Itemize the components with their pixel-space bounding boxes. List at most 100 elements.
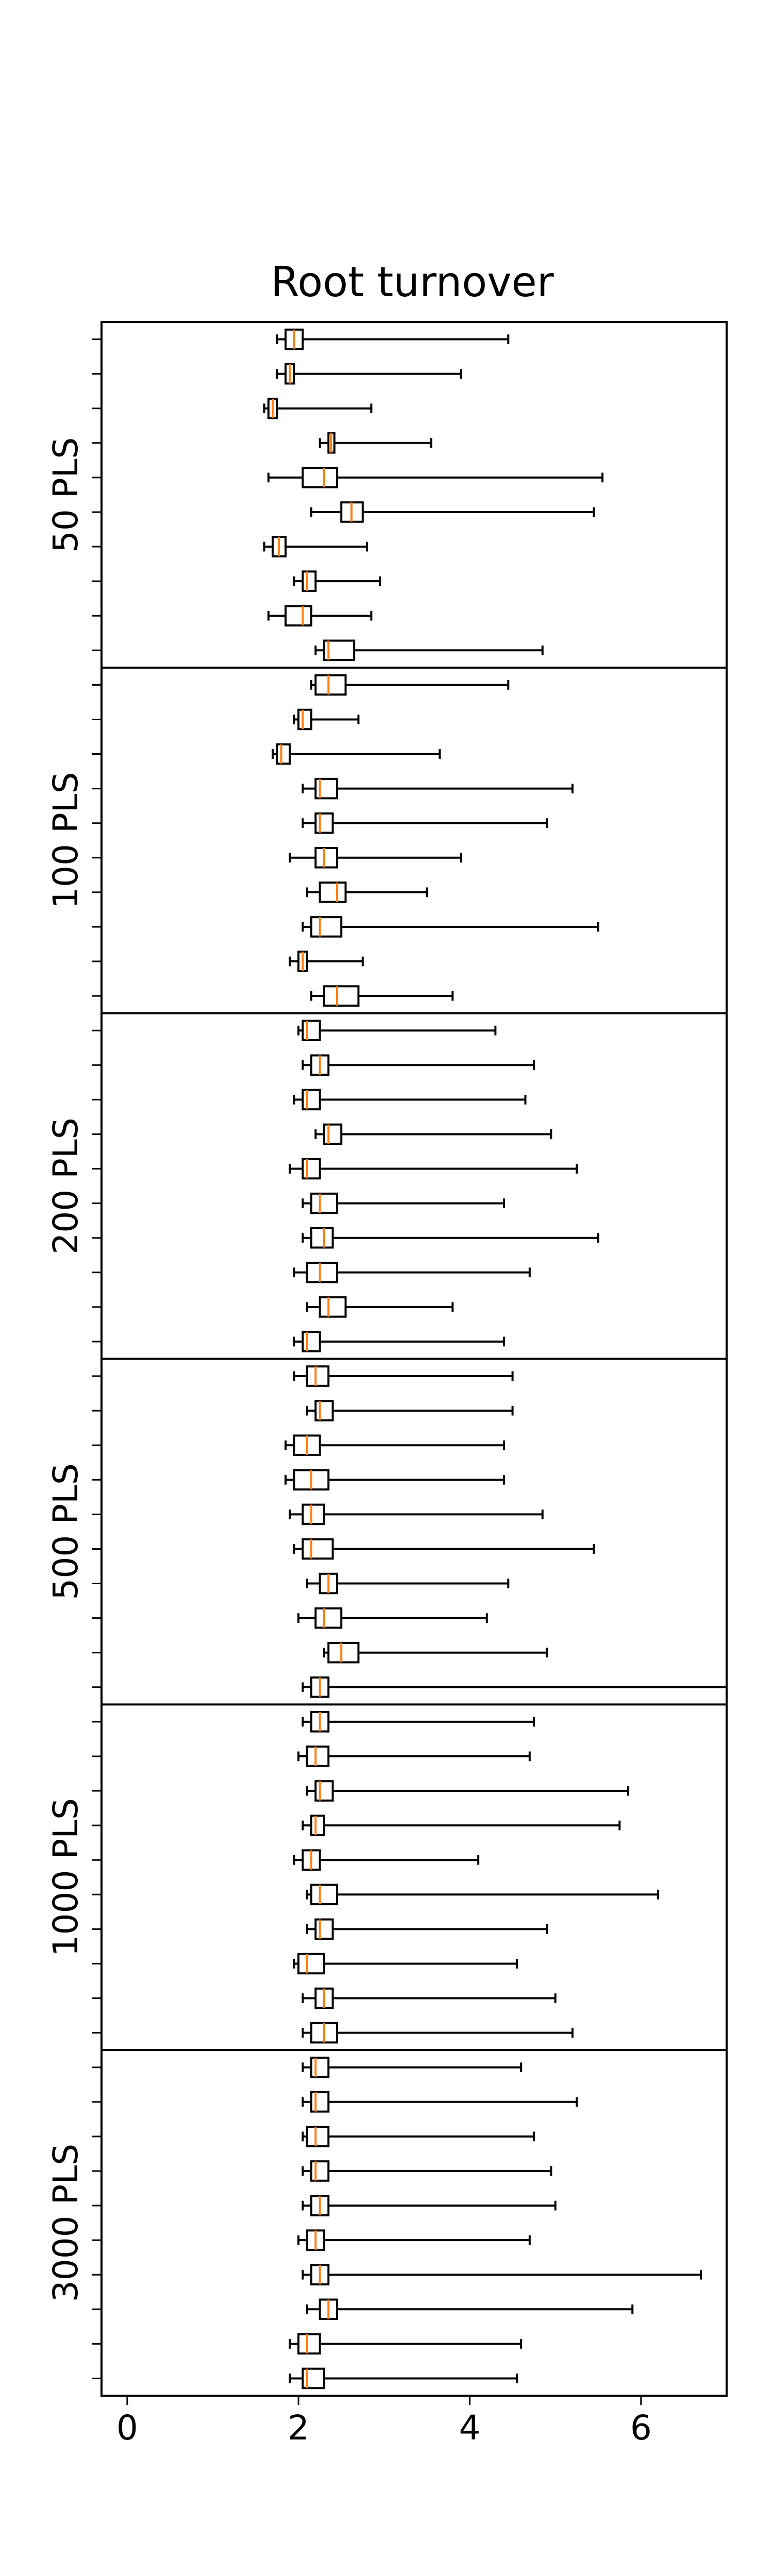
box-iqr: [306, 1262, 338, 1283]
box-4: [92, 1815, 621, 1836]
box-4: [92, 1469, 505, 1491]
box-iqr: [276, 743, 291, 765]
box-10: [92, 1676, 727, 1698]
box-10: [92, 1331, 505, 1352]
box-iqr: [314, 1400, 334, 1421]
group-label: 500 PLS: [46, 1463, 86, 1600]
box-1: [92, 1711, 535, 1733]
box-1: [92, 1020, 497, 1041]
box-6: [92, 1538, 595, 1560]
box-8: [92, 916, 599, 938]
box-4: [92, 432, 432, 454]
box-5: [92, 1849, 480, 1871]
box-iqr: [327, 1641, 360, 1664]
box-iqr: [297, 2333, 321, 2355]
box-5: [92, 812, 548, 834]
x-tick-label: 0: [116, 2408, 138, 2448]
box-10: [92, 985, 454, 1007]
box-7: [92, 536, 368, 557]
box-7: [92, 1227, 599, 1249]
box-iqr: [310, 2160, 330, 2182]
box-9: [92, 605, 373, 626]
box-6: [92, 1192, 505, 1214]
box-4: [92, 1123, 552, 1145]
box-iqr: [301, 570, 317, 592]
box-iqr: [314, 1607, 343, 1629]
box-iqr: [314, 674, 347, 696]
box-iqr: [314, 1918, 334, 1940]
box-group-1: 50 PLS: [46, 328, 604, 662]
box-iqr: [301, 1538, 334, 1560]
box-iqr: [314, 847, 338, 869]
box-iqr: [318, 1296, 347, 1318]
box-7: [92, 1918, 548, 1940]
box-7: [92, 882, 428, 903]
box-6: [92, 1884, 660, 1906]
box-iqr: [310, 1192, 338, 1214]
box-2: [92, 1745, 531, 1767]
box-iqr: [284, 605, 313, 626]
group-label: 1000 PLS: [46, 1798, 86, 1956]
box-2: [92, 363, 462, 385]
x-axis: 0 2 4 6: [116, 2396, 652, 2448]
box-iqr: [306, 1745, 330, 1767]
box-iqr: [314, 1780, 334, 1802]
box-9: [92, 951, 364, 972]
box-4: [92, 2160, 552, 2182]
box-8: [92, 1607, 488, 1629]
box-iqr: [301, 1158, 321, 1180]
box-10: [92, 2022, 574, 2044]
box-group-4: 500 PLS: [46, 1358, 727, 1698]
box-2: [92, 1054, 535, 1076]
box-5: [92, 2195, 557, 2216]
box-5: [92, 1158, 578, 1180]
box-iqr: [297, 708, 313, 731]
box-3: [92, 1780, 629, 1802]
box-group-3: 200 PLS: [46, 1012, 727, 1352]
box-3: [92, 1089, 527, 1111]
box-1: [92, 674, 510, 696]
box-iqr: [323, 985, 360, 1007]
group-label: 200 PLS: [46, 1117, 86, 1254]
box-6: [92, 501, 595, 523]
box-1: [92, 1365, 514, 1387]
x-tick-label: 2: [288, 2408, 309, 2448]
box-iqr: [301, 1331, 321, 1352]
group-label: 100 PLS: [46, 772, 86, 909]
box-3: [92, 397, 373, 419]
box-9: [92, 1296, 454, 1318]
box-5: [92, 1503, 544, 1526]
box-iqr: [306, 1365, 330, 1387]
box-3: [92, 743, 441, 765]
box-iqr: [306, 2126, 330, 2147]
box-2: [92, 1400, 514, 1421]
box-10: [92, 639, 544, 662]
box-group-6: 3000 PLS: [46, 2049, 727, 2389]
axes-frame: [100, 321, 728, 2397]
box-3: [92, 1434, 505, 1456]
box-8: [92, 2298, 634, 2320]
box-8: [92, 1262, 531, 1283]
box-iqr: [301, 2367, 326, 2389]
x-tick-label: 6: [630, 2408, 652, 2448]
box-iqr: [314, 777, 338, 800]
group-label: 50 PLS: [46, 437, 86, 552]
box-iqr: [310, 2091, 330, 2113]
box-iqr: [301, 1503, 326, 1526]
box-iqr: [301, 467, 338, 488]
box-iqr: [323, 1123, 343, 1145]
plot-area: 50 PLS 100 PLS 200 PLS 500 PLS 1000 PLS 3000 …: [46, 328, 727, 2389]
box-iqr: [297, 1953, 326, 1975]
box-7: [92, 2264, 702, 2285]
box-group-2: 100 PLS: [46, 666, 727, 1007]
box-iqr: [301, 1020, 321, 1041]
box-9: [92, 1641, 548, 1664]
box-6: [92, 2229, 531, 2251]
box-6: [92, 847, 462, 869]
chart-title: Root turnover: [271, 258, 553, 306]
box-1: [92, 2056, 523, 2078]
x-tick-label: 4: [459, 2408, 481, 2448]
box-9: [92, 1987, 557, 2009]
